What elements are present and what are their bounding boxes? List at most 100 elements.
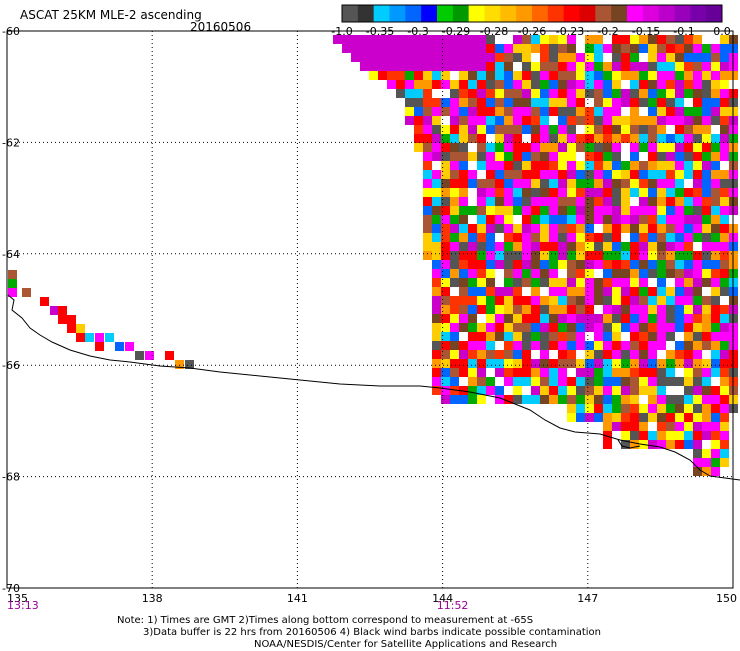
mle-cell — [504, 53, 513, 62]
mle-cell — [558, 233, 567, 242]
mle-cell — [711, 161, 720, 170]
mle-cell — [540, 44, 549, 53]
mle-cell — [468, 215, 477, 224]
mle-cell — [657, 116, 666, 125]
mle-cell — [504, 269, 513, 278]
mle-cell — [450, 161, 459, 170]
mle-cell — [639, 134, 648, 143]
mle-cell — [414, 53, 423, 62]
mle-cell — [441, 89, 450, 98]
mle-cell — [648, 53, 657, 62]
colorbar-label: -0.29 — [442, 25, 470, 38]
mle-cell — [513, 287, 522, 296]
mle-cell — [675, 440, 684, 449]
mle-cell — [450, 233, 459, 242]
mle-cell — [468, 98, 477, 107]
mle-cell — [450, 179, 459, 188]
mle-cell — [486, 116, 495, 125]
mle-cell — [630, 224, 639, 233]
mle-cell — [468, 161, 477, 170]
mle-cell — [549, 233, 558, 242]
mle-cell — [495, 224, 504, 233]
mle-cell — [675, 161, 684, 170]
mle-cell — [648, 62, 657, 71]
mle-cell — [549, 323, 558, 332]
mle-cell — [423, 188, 432, 197]
mle-cell — [432, 161, 441, 170]
mle-cell — [423, 53, 432, 62]
mle-cell — [432, 269, 441, 278]
mle-cell — [720, 395, 729, 404]
mle-cell — [603, 278, 612, 287]
mle-cell — [405, 44, 414, 53]
mle-cell — [576, 116, 585, 125]
mle-cell — [423, 197, 432, 206]
mle-cell — [603, 269, 612, 278]
mle-cell — [432, 260, 441, 269]
mle-cell — [405, 53, 414, 62]
mle-cell — [603, 62, 612, 71]
mle-cell — [450, 269, 459, 278]
mle-cell — [648, 296, 657, 305]
mle-cell — [648, 170, 657, 179]
mle-cell — [576, 134, 585, 143]
mle-cell — [567, 395, 576, 404]
mle-cell — [675, 242, 684, 251]
mle-cell — [666, 242, 675, 251]
mle-cell — [567, 404, 576, 413]
mle-cell — [612, 152, 621, 161]
mle-cell — [531, 206, 540, 215]
mle-cell — [67, 315, 76, 324]
mle-cell — [576, 80, 585, 89]
mle-cell — [477, 314, 486, 323]
mle-cell — [684, 395, 693, 404]
mle-cell — [155, 351, 164, 360]
mle-cell — [612, 233, 621, 242]
mle-cell — [468, 71, 477, 80]
colorbar-label: 0.0 — [713, 25, 731, 38]
mle-cell — [504, 305, 513, 314]
mle-cell — [603, 233, 612, 242]
mle-cell — [666, 179, 675, 188]
mle-cell — [621, 404, 630, 413]
mle-cell — [684, 287, 693, 296]
mle-cell — [522, 170, 531, 179]
mle-cell — [576, 71, 585, 80]
mle-cell — [441, 323, 450, 332]
mle-cell — [585, 152, 594, 161]
mle-cell — [495, 161, 504, 170]
mle-cell — [675, 278, 684, 287]
mle-cell — [468, 233, 477, 242]
mle-cell — [405, 98, 414, 107]
mle-cell — [621, 125, 630, 134]
mle-cell — [612, 215, 621, 224]
colorbar-swatch — [484, 5, 501, 22]
mle-cell — [513, 233, 522, 242]
colorbar-swatch — [405, 5, 422, 22]
mle-cell — [693, 386, 702, 395]
mle-cell — [675, 305, 684, 314]
mle-cell — [522, 71, 531, 80]
mle-cell — [342, 44, 351, 53]
mle-cell — [387, 71, 396, 80]
mle-cell — [702, 161, 711, 170]
mle-cell — [567, 332, 576, 341]
mle-cell — [612, 341, 621, 350]
mle-cell — [513, 332, 522, 341]
mle-cell — [585, 233, 594, 242]
mle-cell — [603, 206, 612, 215]
mle-cell — [95, 342, 104, 351]
mle-cell — [468, 251, 477, 260]
mle-cell — [495, 260, 504, 269]
mle-cell — [666, 440, 675, 449]
mle-cell — [612, 197, 621, 206]
mle-cell — [432, 35, 441, 44]
mle-cell — [684, 44, 693, 53]
mle-cell — [513, 368, 522, 377]
mle-cell — [531, 368, 540, 377]
mle-cell — [40, 297, 49, 306]
mle-cell — [603, 152, 612, 161]
mle-cell — [693, 206, 702, 215]
mle-cell — [666, 233, 675, 242]
mle-cell — [684, 314, 693, 323]
